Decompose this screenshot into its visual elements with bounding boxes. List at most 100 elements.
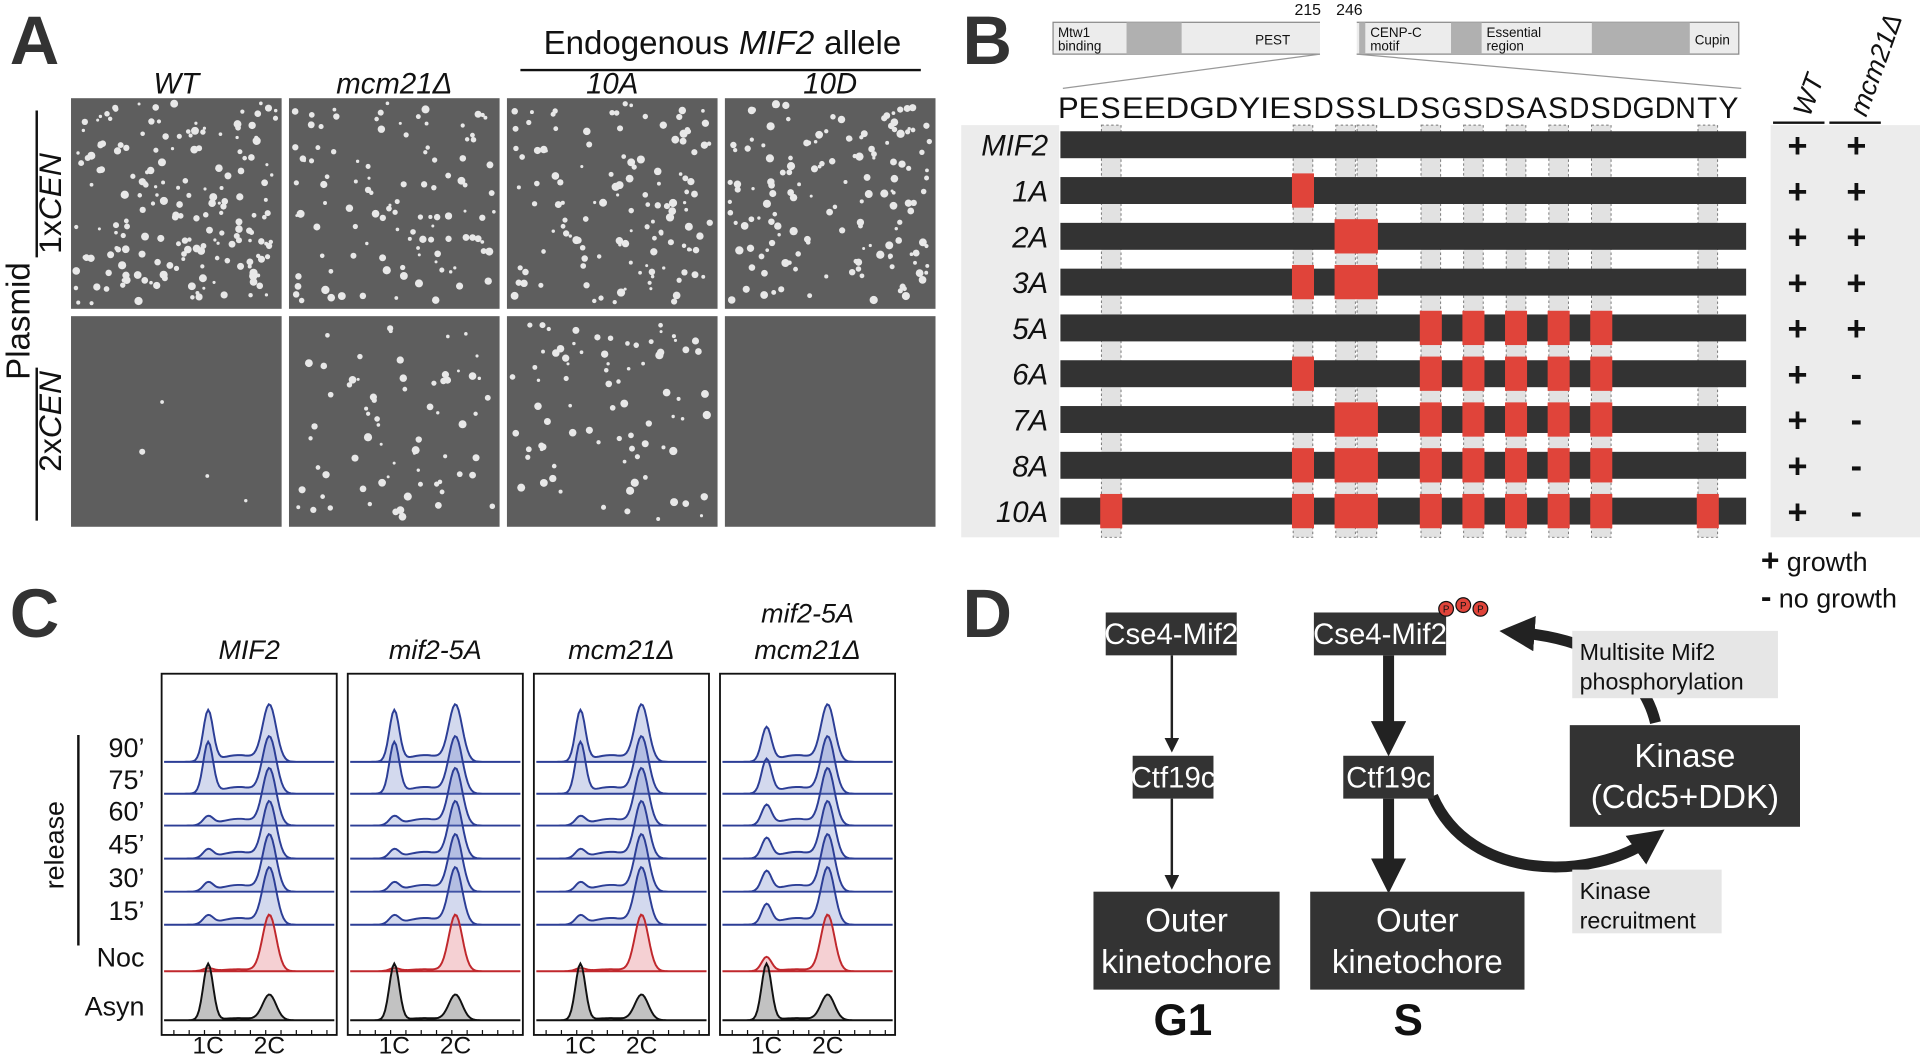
allele-name: 5A (1012, 313, 1048, 346)
colony (668, 198, 678, 208)
colony (645, 202, 651, 207)
colony (350, 252, 357, 259)
growth-wt: + (1788, 264, 1808, 302)
colony (779, 169, 786, 176)
colony (437, 479, 443, 485)
phospho-label: P (1460, 601, 1467, 612)
colony (901, 291, 910, 301)
colony (346, 382, 353, 388)
colony (667, 239, 674, 246)
colony (541, 349, 545, 354)
alanine-site (1462, 356, 1485, 391)
histogram-frame (160, 672, 338, 1036)
colony (424, 121, 429, 126)
colony (137, 193, 143, 198)
colony (525, 446, 532, 453)
colony (480, 248, 487, 255)
colony (403, 492, 412, 501)
sequence-residue: LD (1378, 92, 1419, 125)
colony (157, 158, 166, 167)
colony (419, 235, 427, 243)
colony (402, 386, 408, 392)
colony (885, 140, 890, 145)
colony (782, 101, 790, 110)
arrow (1427, 793, 1665, 873)
colony (96, 118, 100, 122)
colony (428, 236, 435, 243)
colony (628, 432, 634, 439)
colony (869, 295, 878, 305)
alanine-site (1590, 402, 1613, 437)
colony (522, 268, 529, 276)
colony (557, 179, 564, 186)
colony (636, 155, 645, 164)
colony (240, 109, 245, 114)
colony (855, 266, 862, 272)
colony (170, 147, 175, 151)
colony (462, 182, 468, 188)
colony (417, 481, 423, 487)
colony (249, 268, 258, 277)
colony (379, 442, 383, 446)
column-label: 10A (586, 67, 638, 100)
colony (248, 238, 252, 243)
colony (890, 174, 899, 183)
colony (398, 121, 402, 125)
colony (641, 440, 649, 448)
colony (170, 99, 179, 108)
colony (321, 285, 330, 295)
colony (161, 180, 166, 185)
colony (81, 118, 88, 126)
colony (681, 243, 687, 248)
colony (520, 279, 528, 288)
x-label: 2C (254, 1032, 285, 1056)
colony (855, 152, 864, 161)
sequence-residue: PE (1058, 92, 1099, 125)
colony (525, 454, 531, 460)
colony (400, 181, 407, 188)
colony (304, 359, 313, 368)
colony (925, 263, 930, 268)
colony (431, 296, 440, 304)
colony (112, 222, 120, 229)
colony (456, 471, 463, 478)
colony (915, 269, 924, 277)
colony (532, 364, 538, 370)
colony (388, 329, 393, 334)
allele-bar (1060, 406, 1747, 433)
colony (906, 165, 912, 171)
colony (386, 205, 392, 212)
colony (365, 163, 371, 169)
colony (392, 461, 396, 465)
colony (237, 167, 245, 175)
colony (319, 253, 325, 259)
colony (237, 262, 245, 270)
row-group: Plasmid (0, 262, 37, 380)
histogram-curve (350, 799, 521, 860)
colony (483, 115, 488, 120)
colony (394, 199, 400, 205)
colony (185, 129, 191, 134)
colony (766, 122, 775, 131)
colony (650, 219, 655, 224)
colony (765, 248, 770, 252)
histogram-curve (164, 865, 335, 926)
colony (526, 119, 532, 126)
colony (897, 288, 903, 294)
colony (206, 226, 213, 234)
colony (259, 101, 263, 106)
colony (486, 161, 494, 169)
colony (910, 199, 917, 207)
colony (673, 338, 678, 342)
alanine-site (1334, 493, 1357, 529)
colony (399, 271, 408, 280)
colony (320, 180, 328, 189)
colony (265, 163, 269, 167)
colony (580, 263, 587, 269)
allele-name: 8A (1012, 450, 1048, 483)
colony (649, 287, 653, 291)
colony (517, 483, 526, 492)
colony (531, 201, 538, 207)
colony (533, 146, 542, 155)
colony (145, 170, 150, 175)
